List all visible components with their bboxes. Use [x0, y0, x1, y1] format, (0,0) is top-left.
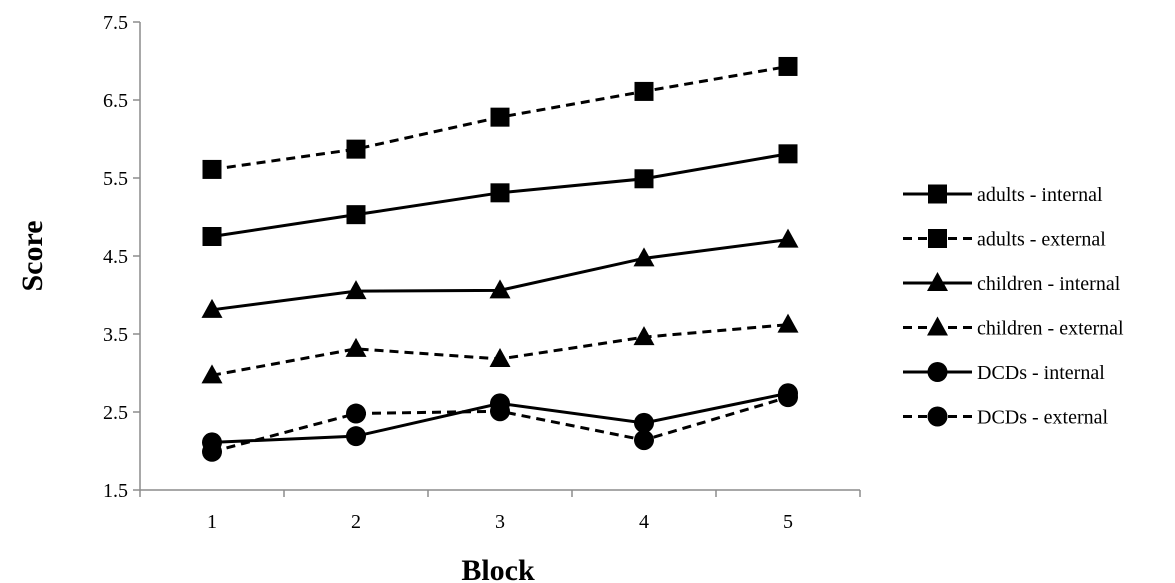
data-point — [778, 144, 798, 164]
legend-entry: children - external — [903, 316, 1124, 340]
legend-label: children - external — [977, 318, 1124, 340]
legend-marker — [927, 406, 948, 427]
series-layer — [201, 56, 799, 462]
data-point — [489, 347, 511, 367]
legend-label: DCDs - external — [977, 407, 1109, 429]
data-point — [202, 159, 222, 179]
legend-entry: adults - external — [903, 229, 1106, 251]
x-tick-label: 5 — [783, 511, 793, 533]
x-axis-title: Block — [461, 554, 535, 583]
data-point — [634, 430, 654, 451]
data-point — [634, 81, 654, 101]
data-point — [634, 412, 654, 433]
series-1 — [202, 56, 798, 179]
data-point — [202, 441, 222, 462]
x-tick-label: 4 — [639, 511, 649, 533]
x-tick-label: 1 — [207, 511, 217, 533]
legend-marker — [928, 229, 947, 248]
y-tick-label: 1.5 — [103, 480, 128, 502]
legend-entry: children - internal — [903, 272, 1121, 295]
data-point — [345, 280, 367, 300]
series-3 — [201, 313, 799, 384]
data-point — [778, 56, 798, 76]
data-point — [346, 139, 366, 159]
y-tick-label: 4.5 — [103, 246, 128, 268]
y-tick-label: 2.5 — [103, 402, 128, 424]
data-point — [490, 401, 510, 422]
data-point — [201, 364, 223, 384]
data-point — [201, 298, 223, 318]
series-0 — [202, 144, 798, 246]
data-point — [633, 326, 655, 346]
data-point — [777, 313, 799, 333]
data-point — [634, 169, 654, 189]
y-tick-label: 5.5 — [103, 168, 128, 190]
legend-label: DCDs - internal — [977, 362, 1105, 384]
legend-marker — [927, 362, 948, 382]
legend-label: adults - internal — [977, 184, 1103, 206]
data-point — [346, 403, 366, 424]
y-tick-label: 7.5 — [103, 12, 128, 34]
legend-label: adults - external — [977, 229, 1106, 251]
legend-entry: adults - internal — [903, 184, 1103, 206]
series-line — [211, 238, 789, 312]
data-point — [345, 337, 367, 357]
y-tick-label: 3.5 — [103, 324, 128, 346]
data-point — [346, 205, 366, 225]
data-point — [777, 228, 799, 248]
data-point — [778, 387, 798, 408]
data-point — [202, 227, 222, 246]
legend-marker — [927, 272, 948, 291]
axes: 1.5 2.5 3.5 4.5 5.5 6.5 7.5 1 2 3 4 5 — [103, 12, 861, 533]
legend-label: children - internal — [977, 273, 1121, 295]
x-tick-label: 3 — [495, 511, 505, 533]
data-point — [346, 426, 366, 447]
data-point — [490, 107, 510, 127]
legend-entry: DCDs - internal — [903, 362, 1105, 384]
x-tick-label: 2 — [351, 511, 361, 533]
legend-marker — [927, 316, 948, 336]
data-point — [490, 183, 510, 203]
y-tick-label: 6.5 — [103, 90, 128, 112]
legend-marker — [928, 184, 947, 204]
y-axis-title: Score — [16, 220, 49, 291]
data-point — [633, 247, 655, 267]
series-2 — [201, 228, 799, 318]
series-5 — [202, 387, 798, 462]
data-point — [489, 279, 511, 299]
legend-entry: DCDs - external — [903, 406, 1109, 429]
legend: adults - internal adults - external childr… — [903, 184, 1124, 429]
